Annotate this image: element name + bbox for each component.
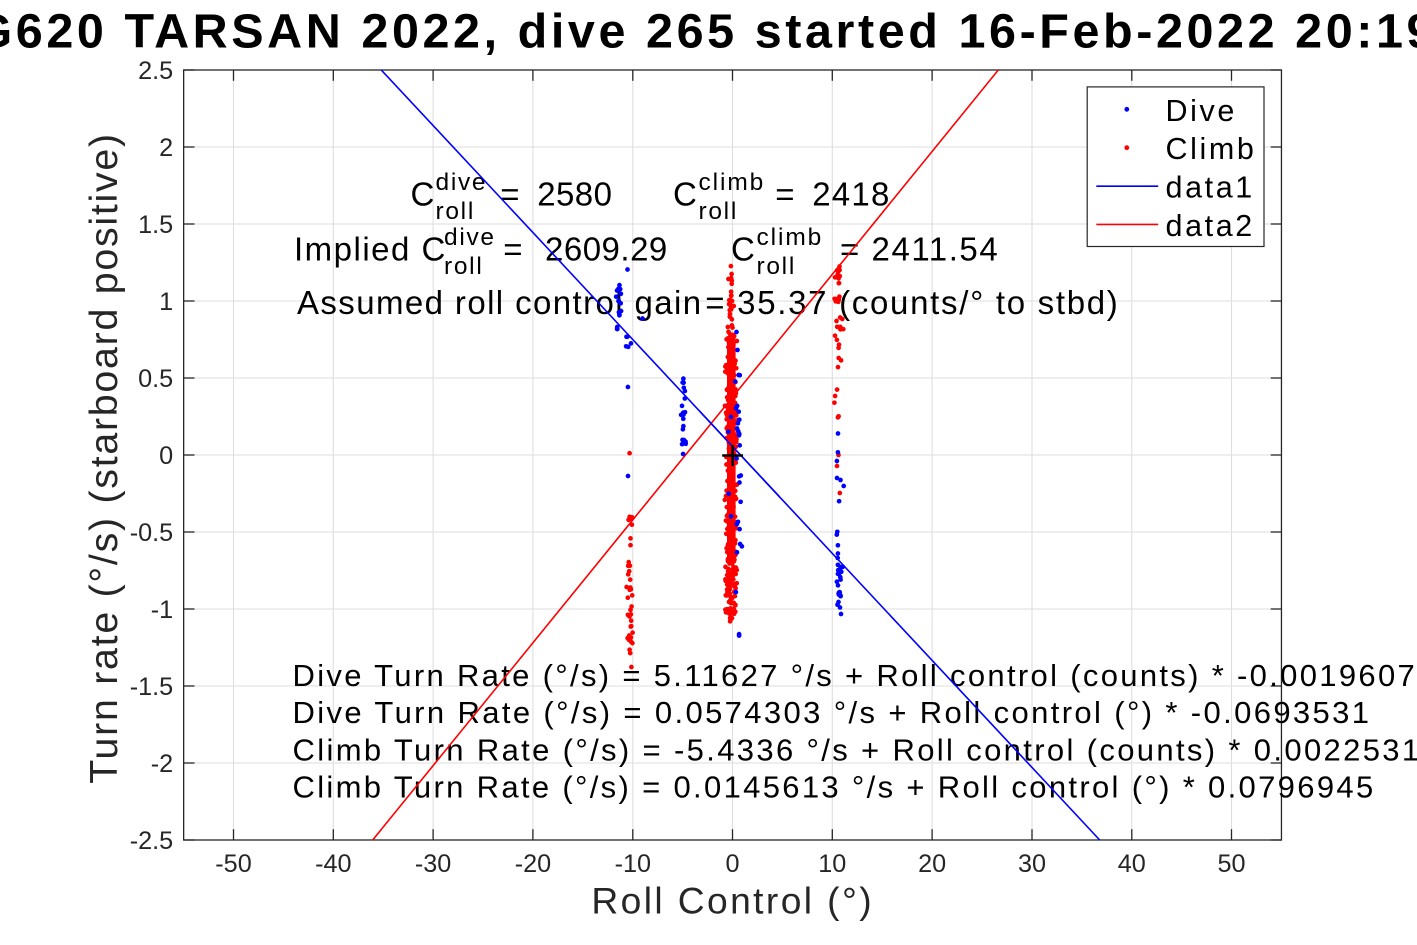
svg-text:data1: data1 (1166, 171, 1255, 205)
svg-text:-0.5: -0.5 (130, 519, 173, 547)
svg-text:0: 0 (725, 850, 739, 878)
svg-text:=: = (775, 176, 794, 213)
svg-text:30: 30 (1018, 850, 1046, 878)
svg-text:2: 2 (159, 134, 173, 162)
svg-text:-2.5: -2.5 (130, 827, 173, 855)
svg-text:dive: dive (436, 169, 488, 196)
svg-text:0: 0 (159, 442, 173, 470)
svg-text:Turn rate (°/s) (starboard pos: Turn rate (°/s) (starboard positive) (82, 132, 126, 784)
svg-text:2.5: 2.5 (138, 57, 173, 85)
svg-text:climb: climb (699, 169, 766, 196)
svg-text:roll: roll (444, 253, 483, 280)
svg-text:data2: data2 (1166, 209, 1255, 243)
svg-text:40: 40 (1118, 850, 1146, 878)
svg-text:-1: -1 (151, 596, 173, 624)
svg-text:-20: -20 (515, 850, 551, 878)
svg-text:roll: roll (436, 198, 475, 225)
svg-text:Climb Turn Rate (°/s) = -5.433: Climb Turn Rate (°/s) = -5.4336 °/s + Ro… (293, 732, 1417, 767)
svg-text:=: = (503, 230, 522, 267)
svg-text:Dive Turn Rate (°/s) = 0.05743: Dive Turn Rate (°/s) = 0.0574303 °/s + R… (293, 695, 1372, 730)
svg-text:2418: 2418 (812, 176, 890, 213)
svg-text:-2: -2 (151, 750, 173, 778)
svg-text:-1.5: -1.5 (130, 673, 173, 701)
svg-text:-30: -30 (415, 850, 451, 878)
svg-text:0.5: 0.5 (138, 365, 173, 393)
svg-text:roll: roll (699, 198, 738, 225)
svg-text:Assumed roll control gain: Assumed roll control gain (297, 284, 703, 321)
svg-text:-40: -40 (315, 850, 351, 878)
svg-text:1: 1 (159, 288, 173, 316)
svg-text:= 2411.54: = 2411.54 (840, 230, 999, 267)
svg-text:-10: -10 (615, 850, 651, 878)
svg-text:dive: dive (444, 224, 496, 251)
svg-text:Climb Turn Rate (°/s) = 0.0145: Climb Turn Rate (°/s) = 0.0145613 °/s + … (293, 770, 1376, 805)
svg-text:C: C (731, 230, 755, 267)
svg-text:G620 TARSAN 2022, dive 265 sta: G620 TARSAN 2022, dive 265 started 16-Fe… (0, 5, 1417, 59)
svg-text:roll: roll (757, 253, 796, 280)
svg-text:climb: climb (757, 224, 824, 251)
svg-text:Climb: Climb (1166, 132, 1257, 166)
svg-text:10: 10 (818, 850, 846, 878)
svg-text:2580: 2580 (537, 176, 612, 213)
svg-text:Dive Turn Rate (°/s) = 5.11627: Dive Turn Rate (°/s) = 5.11627 °/s + Rol… (293, 658, 1417, 693)
svg-text:20: 20 (918, 850, 946, 878)
svg-text:C: C (673, 176, 697, 213)
svg-text:2609.29: 2609.29 (545, 230, 668, 267)
svg-text:C: C (411, 176, 435, 213)
svg-text:= 35.37 (counts/° to stbd): = 35.37 (counts/° to stbd) (705, 284, 1119, 321)
svg-text:Implied C: Implied C (294, 230, 447, 267)
svg-text:Dive: Dive (1166, 94, 1237, 128)
svg-text:Roll Control (°): Roll Control (°) (591, 880, 874, 922)
svg-text:-50: -50 (215, 850, 251, 878)
svg-text:1.5: 1.5 (138, 211, 173, 239)
svg-text:50: 50 (1217, 850, 1245, 878)
